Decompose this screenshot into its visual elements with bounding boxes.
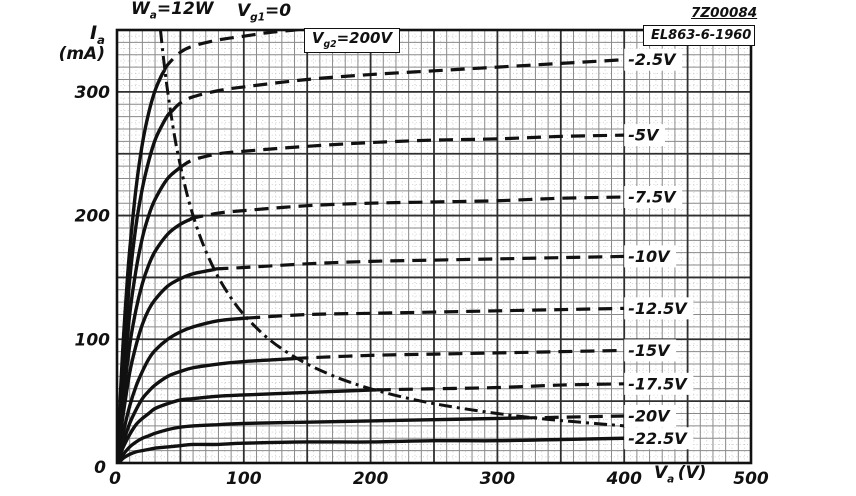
- curve-label-bg-9: [624, 427, 694, 450]
- curve-label-bg-7: [624, 372, 694, 395]
- x-tick-400: 400: [605, 469, 642, 489]
- power-hyperbola-label: Wa=12W: [131, 0, 214, 22]
- series-solid-9: [117, 436, 625, 463]
- y-axis-unit: (mA): [58, 44, 105, 65]
- series-dashed-0: [163, 30, 304, 71]
- grid-major-lines: [117, 30, 751, 463]
- y-tick-0: 0: [94, 458, 106, 478]
- y-axis-label: Ia (mA): [58, 22, 105, 65]
- curve-label-9: -22.5V: [628, 429, 688, 448]
- x-tick-300: 300: [480, 469, 516, 489]
- curve-label-bg-5: [624, 297, 694, 320]
- series-dashed-7: [376, 382, 625, 392]
- power-hyperbola-curve: [159, 30, 625, 428]
- title-box: EL86 3-6-1960: [643, 25, 755, 46]
- series-dashed-4: [213, 254, 625, 272]
- grid: [115, 28, 753, 465]
- curve-label-bg-1: [624, 48, 683, 71]
- curve-label-2: -5V: [628, 126, 660, 145]
- curve-label-5: -12.5V: [628, 299, 688, 318]
- x-tick-100: 100: [226, 469, 262, 489]
- x-axis-label: Va (V): [654, 463, 707, 486]
- curve-label-bg-6: [624, 339, 677, 362]
- y-tick-300: 300: [75, 83, 111, 103]
- y-tick-100: 100: [75, 330, 111, 350]
- y-axis-symbol: Ia: [89, 22, 105, 47]
- curve-label-1: -2.5V: [628, 50, 677, 69]
- x-tick-200: 200: [353, 469, 389, 489]
- curve-label-bg-4: [624, 245, 677, 268]
- conditions-box: Vg2=200V: [304, 28, 400, 53]
- curve-label-7: -17.5V: [628, 374, 688, 393]
- series-solid-6: [117, 356, 295, 463]
- drawing-code: 7Z00084: [691, 5, 758, 21]
- series-solid-7: [117, 388, 380, 463]
- series-dashed-2: [177, 133, 625, 170]
- axis-ticks: 0 100 200 300 0 100 200 300 400 500: [75, 83, 769, 489]
- curve-label-3: -7.5V: [628, 188, 677, 207]
- conditions-label: Vg2=200V: [311, 29, 393, 51]
- curve-label-4: -10V: [628, 247, 671, 266]
- y-tick-200: 200: [75, 207, 111, 227]
- series-dashed-3: [189, 195, 625, 221]
- curve-label-bg-3: [624, 186, 683, 209]
- series-solid-8: [117, 416, 523, 463]
- date-label: 3-6-1960: [686, 27, 752, 43]
- series-solid-5: [117, 316, 249, 463]
- curve-labels: -2.5V -5V -7.5V -10V -12.5V -15V -17.5V -20V -22…: [624, 48, 694, 450]
- curve-label-bg-2: [624, 124, 665, 147]
- curve-label-8: -20V: [628, 406, 671, 425]
- vg1-zero-curve-label: Vg1=0: [237, 1, 292, 24]
- x-tick-500: 500: [733, 469, 769, 489]
- curve-label-bg-8: [624, 404, 677, 427]
- plot-border: [115, 28, 753, 465]
- series-solid-4: [117, 267, 215, 463]
- series-dashed-5: [246, 306, 625, 320]
- series-dashed-6: [294, 348, 625, 361]
- curves-layer: [117, 30, 625, 463]
- x-tick-0: 0: [109, 469, 121, 489]
- series-dashed-1: [170, 58, 625, 113]
- tube-type: EL86: [651, 27, 687, 43]
- series-solid-3: [117, 216, 194, 463]
- series-dashed-8: [522, 414, 625, 420]
- curve-label-6: -15V: [628, 341, 671, 360]
